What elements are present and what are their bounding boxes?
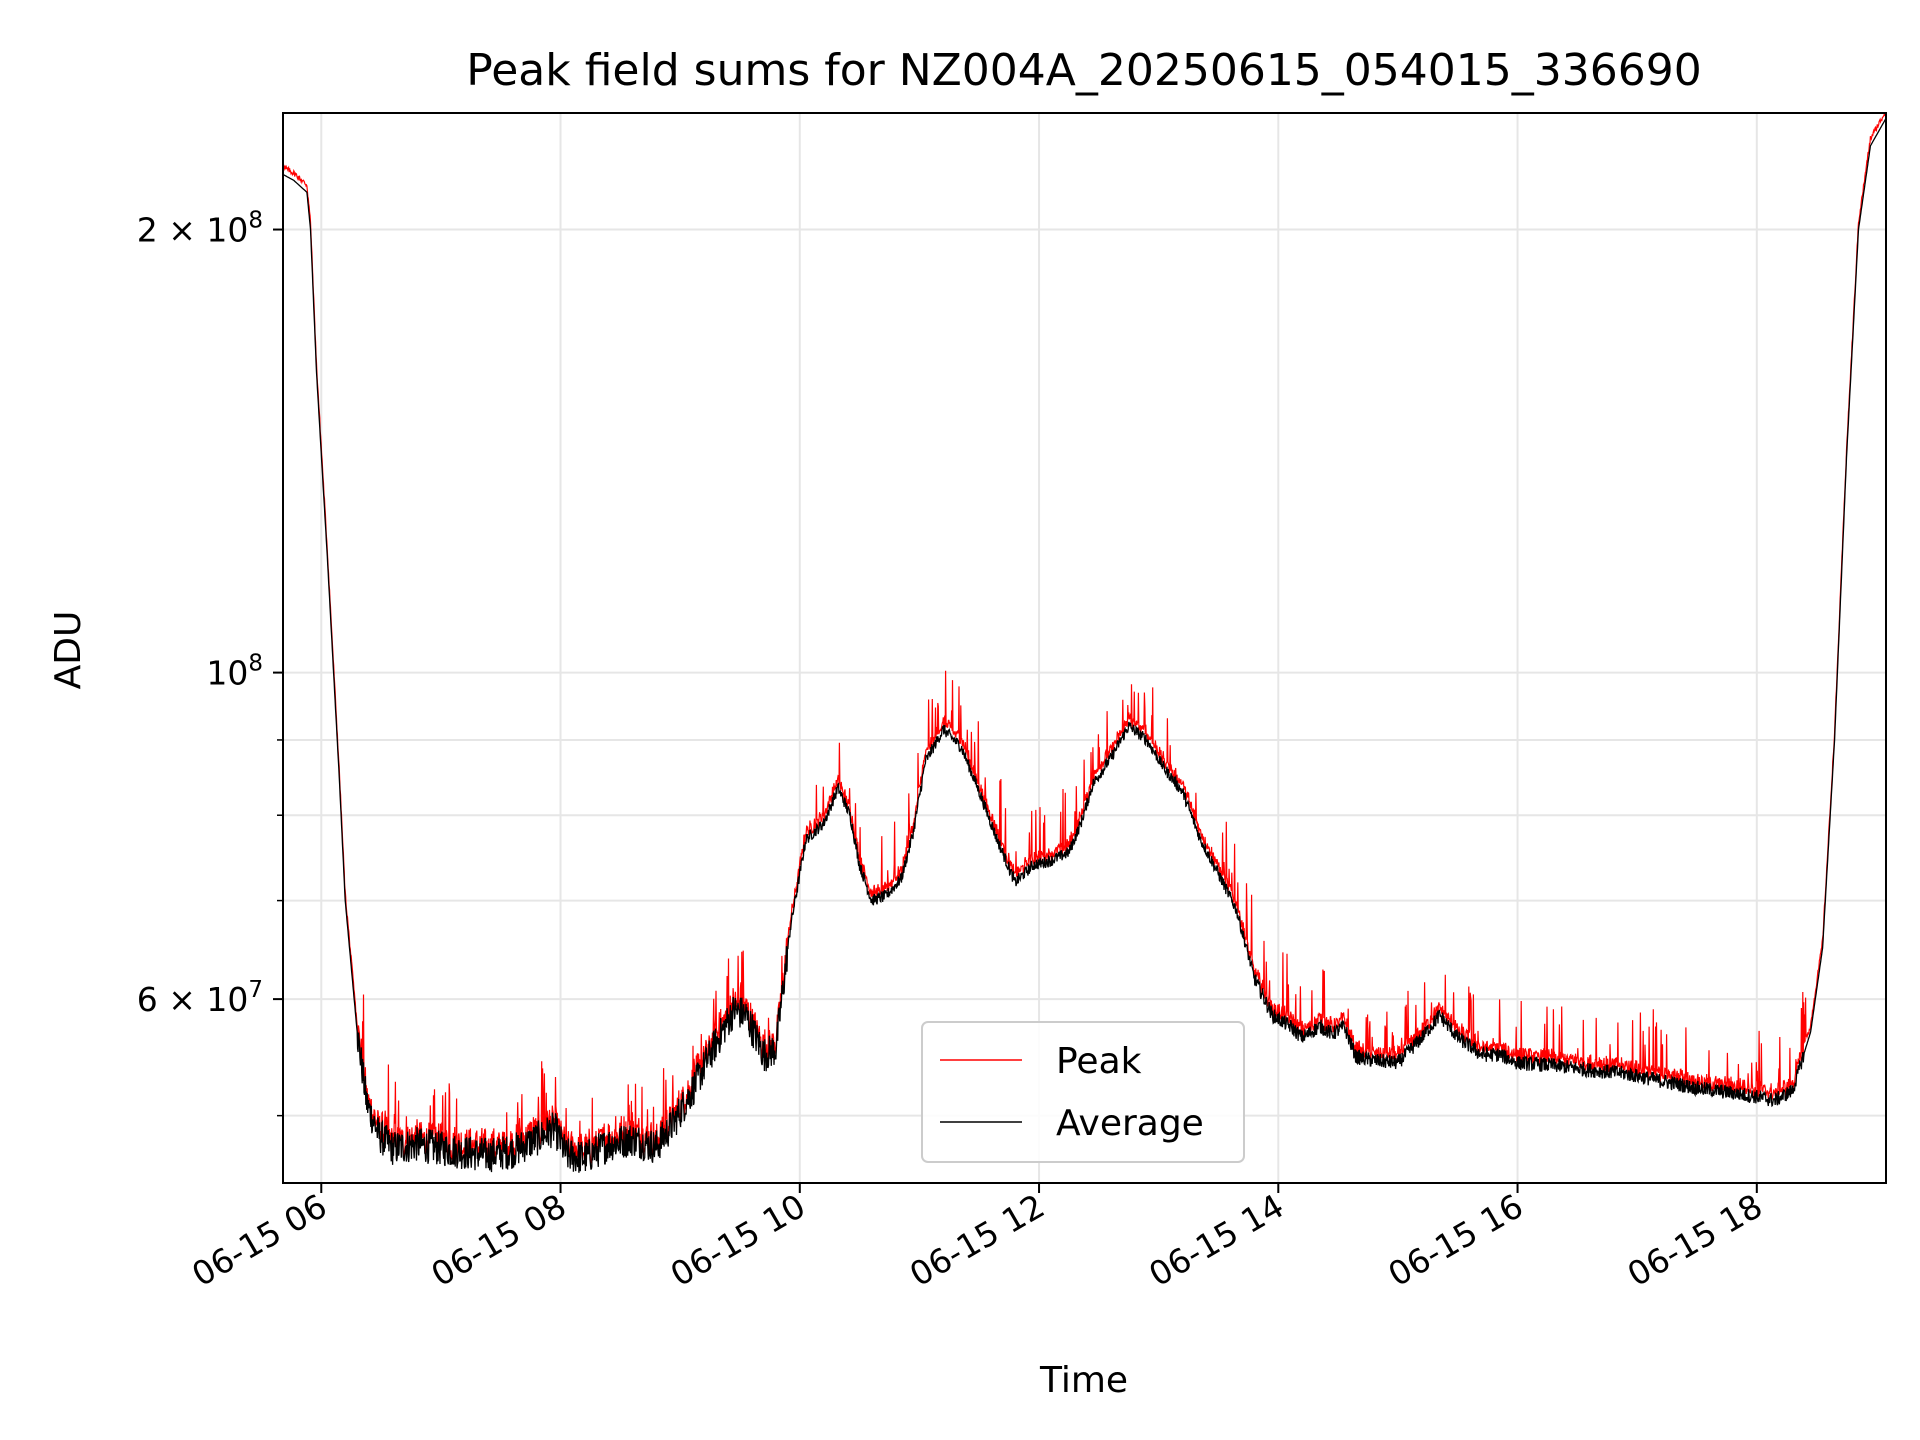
series-average-line xyxy=(283,117,1886,1173)
chart-title: Peak field sums for NZ004A_20250615_0540… xyxy=(466,45,1701,96)
legend-label-peak: Peak xyxy=(1056,1041,1142,1082)
legend: Peak Average xyxy=(921,1021,1245,1163)
x-tick-label: 06-15 16 xyxy=(1382,1186,1530,1294)
y-axis: 2 × 108 108 6 × 107 xyxy=(137,208,283,1117)
y-axis-label: ADU xyxy=(48,611,89,690)
x-tick-label: 06-15 12 xyxy=(903,1186,1051,1294)
x-tick-label: 06-15 08 xyxy=(425,1186,573,1294)
x-axis-label: Time xyxy=(1039,1360,1128,1401)
legend-frame xyxy=(921,1021,1245,1163)
x-tick-label: 06-15 14 xyxy=(1142,1186,1290,1294)
x-tick-label: 06-15 10 xyxy=(664,1186,812,1294)
y-tick-label: 2 × 108 xyxy=(137,208,263,250)
legend-label-average: Average xyxy=(1056,1103,1204,1144)
series-peak-line xyxy=(283,113,1886,1166)
plot-area xyxy=(283,113,1886,1173)
x-tick-label: 06-15 18 xyxy=(1621,1186,1769,1294)
y-tick-label: 6 × 107 xyxy=(137,977,263,1019)
x-tick-label: 06-15 06 xyxy=(185,1186,333,1294)
y-tick-label: 108 xyxy=(206,651,263,693)
plot-frame xyxy=(282,112,1887,1184)
x-axis: 06-15 06 06-15 08 06-15 10 06-15 12 06-15 14… xyxy=(185,1183,1769,1294)
